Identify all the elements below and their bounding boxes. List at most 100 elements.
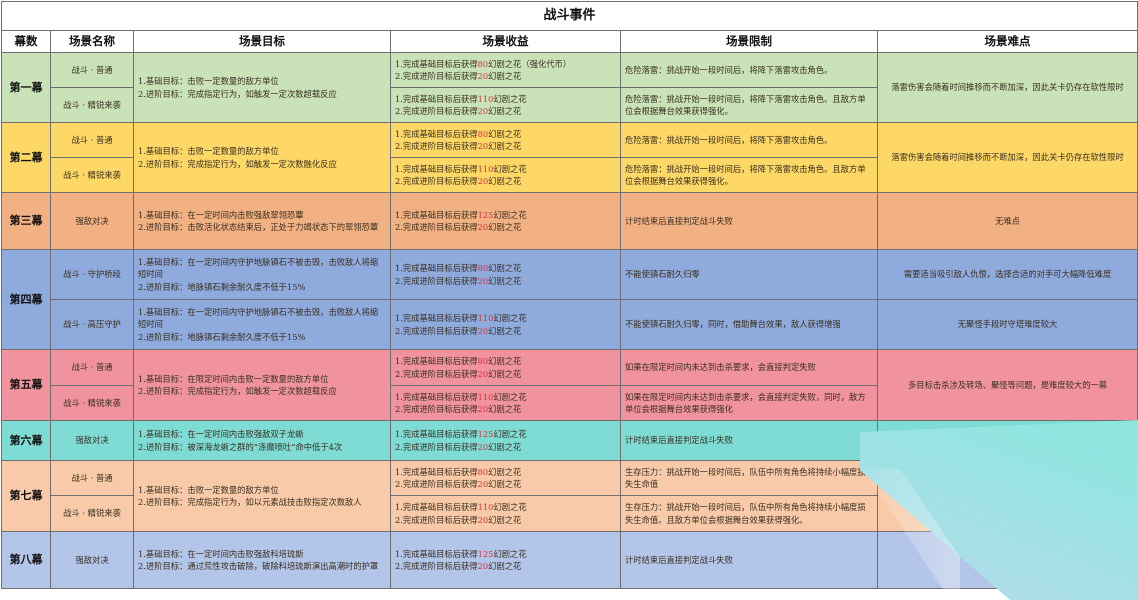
table-row: 第一幕 战斗 · 普通 1.基础目标：击败一定数量的敌方单位 2.进阶目标：完成指定行… xyxy=(1,52,1138,123)
reward-line: 2.完成进阶目标后获得20幻剧之花 xyxy=(395,176,522,186)
act-label: 第二幕 xyxy=(1,122,51,193)
scene-difficulty: 需要适当吸引敌人仇恨，选择合适的对手可大幅降低难度 xyxy=(876,249,1138,300)
scene-difficulty: 落雷伤害会随着时间推移而不断加深，因此关卡仍存在软性限时 xyxy=(876,122,1138,193)
reward-line: 2.完成进阶目标后获得20幻剧之花 xyxy=(395,441,522,452)
reward-line: 2.完成进阶目标后获得20幻剧之花 xyxy=(395,275,522,286)
goal-line: 1.基础目标：在一定时间内守护地脉镇石不被击毁，击败敌人将缩短时间 xyxy=(138,257,379,280)
scene-name: 战斗 · 高压守护 xyxy=(50,299,134,350)
scene-name: 战斗 · 精锐来袭 xyxy=(50,87,134,123)
reward-line: 2.完成进阶目标后获得20幻剧之花 xyxy=(395,106,522,116)
table-title: 战斗事件 xyxy=(0,1,1138,31)
scene-reward: 1.完成基础目标后获得80幻剧之花 2.完成进阶目标后获得20幻剧之花 xyxy=(390,122,621,158)
reward-line: 1.完成基础目标后获得125幻剧之花 xyxy=(395,429,527,440)
reward-line: 2.完成进阶目标后获得20幻剧之花 xyxy=(395,222,522,232)
scene-limit: 不能使镇石耐久归零，同时，借助舞台效果，敌人获得增强 xyxy=(620,299,878,350)
scene-goal: 1.基础目标：在一定时间内击败强敌科培琉斯 2.进阶目标：通过荒性攻击破除，破除科… xyxy=(133,531,391,589)
scene-limit: 生存压力：挑战开始一段时间后，队伍中所有角色将持续小幅度损失生命值 xyxy=(620,460,878,496)
scene-limit: 如果在限定时间内未达到击杀要求，会直接判定失败，同时，敌方单位会根据舞台效果获得… xyxy=(620,385,878,421)
goal-line: 1.基础目标：在一定时间内击败强敌双子龙蜥 xyxy=(138,429,304,440)
scene-name: 战斗 · 普通 xyxy=(50,52,134,88)
act-label: 第五幕 xyxy=(1,349,51,421)
reward-line: 2.完成进阶目标后获得20幻剧之花 xyxy=(395,141,522,151)
scene-goal: 1.基础目标：在限定时间内击败一定数量的敌方单位 2.进阶目标：完成指定行为，如触… xyxy=(133,349,391,421)
goal-line: 1.基础目标：在一定时间内守护地脉镇石不被击毁，击败敌人将缩短时间 xyxy=(138,307,379,330)
scene-difficulty xyxy=(876,531,1138,589)
reward-amount: 20 xyxy=(477,441,489,452)
scene-limit: 危险落雷：挑战开始一段时间后，将降下落雷攻击角色。且敌方单位会根据舞台效果获得强… xyxy=(620,87,878,123)
scene-goal: 1.基础目标：击败一定数量的敌方单位 2.进阶目标：完成指定行为，如以元素战技击败… xyxy=(133,460,391,532)
scene-name: 强敌对决 xyxy=(50,192,134,250)
scene-name: 强敌对决 xyxy=(50,420,134,461)
reward-amount: 20 xyxy=(477,514,489,525)
reward-amount: 20 xyxy=(477,325,489,336)
scene-goal: 1.基础目标：击败一定数量的敌方单位 2.进阶目标：完成指定行为，如触发一定次数超… xyxy=(133,52,391,123)
scene-name: 战斗 · 普通 xyxy=(50,460,134,496)
reward-amount: 110 xyxy=(477,502,494,513)
table-row: 第二幕 战斗 · 普通 1.基础目标：击败一定数量的敌方单位 2.进阶目标：完成指定行… xyxy=(1,122,1138,193)
act-label: 第三幕 xyxy=(1,192,51,250)
header-scene-goal: 场景目标 xyxy=(133,30,391,53)
scene-name: 战斗 · 精锐来袭 xyxy=(50,157,134,193)
scene-goal: 1.基础目标：击败一定数量的敌方单位 2.进阶目标：完成指定行为，如触发一定次数融… xyxy=(133,122,391,193)
reward-amount: 20 xyxy=(477,222,489,232)
scene-name: 战斗 · 普通 xyxy=(50,122,134,158)
scene-reward: 1.完成基础目标后获得110幻剧之花 2.完成进阶目标后获得20幻剧之花 xyxy=(390,495,621,532)
reward-line: 1.完成基础目标后获得80幻剧之花 xyxy=(395,263,522,274)
reward-line: 1.完成基础目标后获得110幻剧之花 xyxy=(395,502,527,513)
goal-line: 1.基础目标：击败一定数量的敌方单位 xyxy=(138,146,279,157)
reward-line: 2.完成进阶目标后获得20幻剧之花 xyxy=(395,71,522,81)
reward-amount: 125 xyxy=(477,209,494,220)
scene-name: 战斗 · 守护桥段 xyxy=(50,249,134,300)
scene-reward: 1.完成基础目标后获得125幻剧之花 2.完成进阶目标后获得20幻剧之花 xyxy=(390,192,621,250)
reward-amount: 20 xyxy=(477,561,489,571)
reward-line: 1.完成基础目标后获得80幻剧之花 xyxy=(395,128,522,139)
reward-line: 2.完成进阶目标后获得20幻剧之花 xyxy=(395,325,522,336)
reward-line: 1.完成基础目标后获得80幻剧之花 xyxy=(395,466,522,477)
reward-amount: 110 xyxy=(477,391,494,402)
reward-line: 2.完成进阶目标后获得20幻剧之花 xyxy=(395,561,522,571)
reward-line: 2.完成进阶目标后获得20幻剧之花 xyxy=(395,404,522,414)
reward-amount: 20 xyxy=(477,479,489,489)
scene-difficulty: 落雷伤害会随着时间推移而不断加深，因此关卡仍存在软性限时 xyxy=(876,52,1138,123)
scene-reward: 1.完成基础目标后获得110幻剧之花 2.完成进阶目标后获得20幻剧之花 xyxy=(390,299,621,350)
scene-reward: 1.完成基础目标后获得110幻剧之花 2.完成进阶目标后获得20幻剧之花 xyxy=(390,87,621,123)
scene-name: 战斗 · 精锐来袭 xyxy=(50,385,134,421)
scene-reward: 1.完成基础目标后获得80幻剧之花 2.完成进阶目标后获得20幻剧之花 xyxy=(390,460,621,496)
reward-amount: 80 xyxy=(477,128,489,139)
table-row: 第四幕 战斗 · 守护桥段 1.基础目标：在一定时间内守护地脉镇石不被击毁，击败敌人… xyxy=(1,249,1138,350)
goal-line: 2.进阶目标：地脉镇石剩余耐久度不低于15% xyxy=(138,331,306,342)
scene-goal: 1.基础目标：在一定时间内守护地脉镇石不被击毁，击败敌人将缩短时间 2.进阶目标：… xyxy=(133,249,391,300)
scene-difficulty: 无聚怪手段时守塔难度较大 xyxy=(876,299,1138,350)
reward-line: 1.完成基础目标后获得125幻剧之花 xyxy=(395,548,527,559)
scene-goal: 1.基础目标：在一定时间内守护地脉镇石不被击毁，击败敌人将缩短时间 2.进阶目标：… xyxy=(133,299,391,350)
scene-reward: 1.完成基础目标后获得110幻剧之花 2.完成进阶目标后获得20幻剧之花 xyxy=(390,157,621,193)
reward-line: 1.完成基础目标后获得110幻剧之花 xyxy=(395,93,527,104)
scene-name: 战斗 · 精锐来袭 xyxy=(50,495,134,532)
scene-limit: 危险落雷：挑战开始一段时间后，将降下落雷攻击角色。 xyxy=(620,52,878,88)
header-scene-reward: 场景收益 xyxy=(390,30,621,53)
reward-amount: 20 xyxy=(477,71,489,81)
goal-line: 1.基础目标：击败一定数量的敌方单位 xyxy=(138,484,279,495)
scene-reward: 1.完成基础目标后获得80幻剧之花 2.完成进阶目标后获得20幻剧之花 xyxy=(390,349,621,386)
goal-line: 2.进阶目标：完成指定行为，如触发一定次数超载反应 xyxy=(138,88,337,99)
reward-line: 2.完成进阶目标后获得20幻剧之花 xyxy=(395,479,522,489)
reward-line: 1.完成基础目标后获得125幻剧之花 xyxy=(395,209,527,220)
reward-amount: 20 xyxy=(477,176,489,186)
reward-amount: 80 xyxy=(477,263,489,274)
reward-amount: 110 xyxy=(477,93,494,104)
goal-line: 1.基础目标：击败一定数量的敌方单位 xyxy=(138,76,279,87)
goal-line: 2.进阶目标：通过荒性攻击破除，破除科培琉斯演出高潮时的护罩 xyxy=(138,561,379,571)
reward-amount: 125 xyxy=(477,548,494,559)
goal-line: 2.进阶目标：被深海龙蜥之群的“涤魔喷吐”命中低于4次 xyxy=(138,441,343,452)
scene-limit: 计时结束后直接判定战斗失败 xyxy=(620,192,878,250)
reward-line: 1.完成基础目标后获得80幻剧之花（强化代币） xyxy=(395,58,572,69)
reward-line: 1.完成基础目标后获得110幻剧之花 xyxy=(395,163,527,174)
scene-reward: 1.完成基础目标后获得80幻剧之花 2.完成进阶目标后获得20幻剧之花 xyxy=(390,249,621,300)
reward-amount: 20 xyxy=(477,106,489,116)
scene-goal: 1.基础目标：在一定时间内击败强敌翠翎恐蕈 2.进阶目标：击败活化状态结束后，正处… xyxy=(133,192,391,250)
scene-name: 强敌对决 xyxy=(50,531,134,589)
header-scene-difficulty: 场景难点 xyxy=(876,30,1138,53)
reward-line: 1.完成基础目标后获得110幻剧之花 xyxy=(395,313,527,324)
scene-limit: 计时结束后直接判定战斗失败 xyxy=(620,420,878,461)
